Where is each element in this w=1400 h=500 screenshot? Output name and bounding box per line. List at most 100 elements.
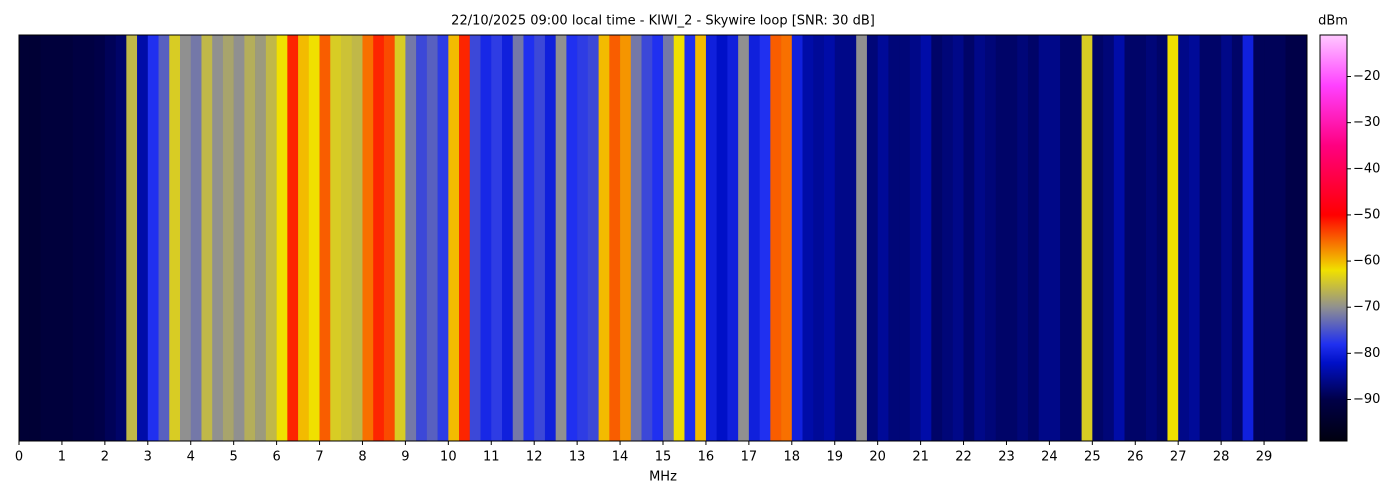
spectrum-bin <box>620 35 632 441</box>
spectrum-bin <box>705 35 717 441</box>
spectrum-bin <box>40 35 52 441</box>
spectrum-bin <box>1092 35 1104 441</box>
spectrum-bin <box>115 35 127 441</box>
spectrum-bin <box>276 35 288 441</box>
spectrum-bin <box>94 35 106 441</box>
spectrum-bin <box>641 35 653 441</box>
spectrum-bin <box>491 35 503 441</box>
spectrum-bin <box>373 35 385 441</box>
spectrum-bin <box>1296 35 1308 441</box>
spectrum-bin <box>716 35 728 441</box>
colorbar-tick-label: −80 <box>1353 346 1380 361</box>
x-tick-label: 16 <box>698 450 715 465</box>
colorbar-tick-label: −40 <box>1353 161 1380 176</box>
spectrum-bin <box>909 35 921 441</box>
x-tick-label: 18 <box>784 450 801 465</box>
x-tick-label: 11 <box>483 450 500 465</box>
colorbar <box>1319 34 1348 442</box>
colorbar-tick-label: −50 <box>1353 207 1380 222</box>
spectrum-bin <box>29 35 41 441</box>
spectrum-bin <box>1156 35 1168 441</box>
spectrum-bin <box>319 35 331 441</box>
spectrum-bin <box>1221 35 1233 441</box>
spectrum-bin <box>1285 35 1297 441</box>
spectrum-bin <box>147 35 159 441</box>
spectrum-bin <box>1188 35 1200 441</box>
x-tick-label: 1 <box>58 450 66 465</box>
spectrum-bin <box>1146 35 1158 441</box>
spectrum-bin <box>995 35 1007 441</box>
spectrum-bin <box>190 35 202 441</box>
x-tick-label: 12 <box>526 450 543 465</box>
spectrum-bin <box>51 35 63 441</box>
spectrum-bin <box>1231 35 1243 441</box>
spectrum-bin <box>1274 35 1286 441</box>
x-tick-label: 13 <box>569 450 586 465</box>
spectrum-bin <box>126 35 138 441</box>
x-tick-label: 7 <box>315 450 323 465</box>
spectrum-bin <box>931 35 943 441</box>
spectrum-bin <box>502 35 514 441</box>
x-tick-label: 5 <box>230 450 238 465</box>
colorbar-label: dBm <box>1318 14 1348 29</box>
spectrum-bin <box>566 35 578 441</box>
spectrum-bin <box>877 35 889 441</box>
spectrum-bin <box>394 35 406 441</box>
spectrum-bin <box>813 35 825 441</box>
spectrum-bin <box>212 35 224 441</box>
spectrum-bin <box>265 35 277 441</box>
spectrum-bin <box>952 35 964 441</box>
x-tick-label: 22 <box>955 450 972 465</box>
spectrum-bin <box>738 35 750 441</box>
spectrum-bin <box>899 35 911 441</box>
x-tick-label: 3 <box>144 450 152 465</box>
x-tick-label: 8 <box>358 450 366 465</box>
spectrum-bin <box>426 35 438 441</box>
x-tick-label: 15 <box>655 450 672 465</box>
spectrum-bin <box>523 35 535 441</box>
spectrum-bin <box>534 35 546 441</box>
spectrum-bin <box>1070 35 1082 441</box>
spectrum-bin <box>244 35 256 441</box>
spectrum-bin <box>791 35 803 441</box>
spectrum-bin <box>362 35 374 441</box>
colorbar-tick-label: −90 <box>1353 392 1380 407</box>
plot-area <box>18 34 1308 442</box>
spectrum-bin <box>1124 35 1136 441</box>
x-tick-label: 19 <box>826 450 843 465</box>
spectrum-bin <box>770 35 782 441</box>
x-tick-label: 9 <box>401 450 409 465</box>
x-tick-label: 21 <box>912 450 929 465</box>
colorbar-tick-label: −20 <box>1353 69 1380 84</box>
spectrum-bin <box>856 35 868 441</box>
spectrum-bin <box>684 35 696 441</box>
spectrum-bin <box>341 35 353 441</box>
x-tick-label: 26 <box>1127 450 1144 465</box>
spectrum-bin <box>577 35 589 441</box>
spectrum-bin <box>942 35 954 441</box>
spectrum-bin <box>748 35 760 441</box>
spectrum-bin <box>383 35 395 441</box>
x-tick-label: 27 <box>1170 450 1187 465</box>
spectrum-bin <box>1038 35 1050 441</box>
spectrum-bin <box>587 35 599 441</box>
spectrum-bin <box>1049 35 1061 441</box>
spectrum-bin <box>405 35 417 441</box>
spectrum-bin <box>1113 35 1125 441</box>
spectrum-bin <box>1242 35 1254 441</box>
spectrum-bin <box>437 35 449 441</box>
spectrum-bin <box>298 35 310 441</box>
spectrum-bin <box>1210 35 1222 441</box>
x-tick-label: 29 <box>1256 450 1273 465</box>
x-tick-label: 14 <box>612 450 629 465</box>
spectrum-bin <box>180 35 192 441</box>
spectrum-bin <box>1253 35 1265 441</box>
spectrum-bin <box>888 35 900 441</box>
spectrum-bin <box>448 35 460 441</box>
spectrum-bin <box>652 35 664 441</box>
spectrum-bin <box>759 35 771 441</box>
spectrum-bin <box>974 35 986 441</box>
x-tick-label: 17 <box>741 450 758 465</box>
spectrum-bin <box>158 35 170 441</box>
spectrum-bin <box>1167 35 1179 441</box>
